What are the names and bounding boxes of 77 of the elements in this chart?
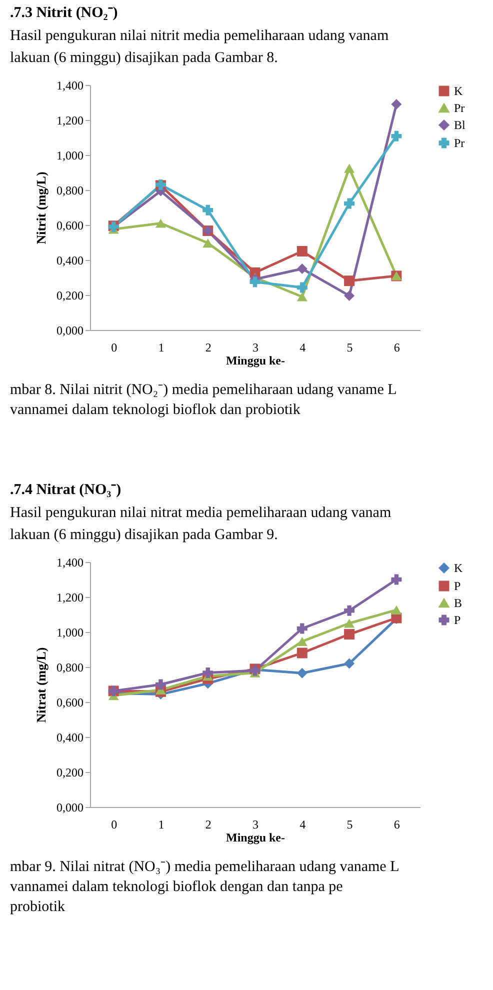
- point: [202, 668, 214, 678]
- legend-label: K: [454, 84, 463, 98]
- x-axis-title: Minggu ke-: [226, 354, 286, 368]
- point: [344, 658, 355, 669]
- point: [296, 648, 308, 658]
- text: probiotik: [10, 899, 66, 915]
- y-tick-label: 1,000: [56, 148, 84, 162]
- y-tick-label: 1,400: [56, 78, 84, 92]
- point: [391, 130, 402, 142]
- point: [344, 198, 355, 209]
- y-tick-label: 0,800: [56, 184, 84, 198]
- point: [296, 264, 308, 274]
- y-tick-label: 0,600: [56, 218, 84, 232]
- point: [202, 238, 214, 248]
- x-tick-label: 5: [346, 340, 353, 354]
- x-tick-label: 4: [300, 340, 306, 354]
- point: [250, 276, 260, 288]
- x-tick-label: 3: [252, 340, 258, 354]
- y-tick-label: 0,000: [56, 800, 84, 814]
- chart-subtitle: Hasil pengukuran nilai nitrit media pemeliharaan udang vanam lakuan (6 minggu) disajikan pada Gambar 8.: [10, 28, 389, 66]
- x-tick-label: 1: [158, 818, 164, 832]
- y-axis-title: Nitrat (mg/L): [34, 647, 48, 723]
- text: vannamei dalam teknologi bioflok dengan dan tanpa pe: [10, 879, 344, 895]
- x-axis-title: Minggu ke-: [226, 830, 286, 844]
- y-tick-label: 1,200: [56, 590, 84, 604]
- legend-label: Pr: [454, 136, 465, 150]
- x-tick-label: 6: [394, 340, 400, 354]
- y-tick-label: 0,400: [56, 730, 84, 744]
- text: vannamei dalam teknologi bioflok dan probiotik: [10, 402, 301, 418]
- chart-title: .7.4 Nitrat (NO₃⁻): [10, 482, 122, 498]
- point: [344, 629, 355, 640]
- y-tick-label: 0,400: [56, 254, 84, 268]
- y-tick-label: 0,800: [56, 660, 84, 674]
- y-tick-label: 1,200: [56, 114, 84, 128]
- chart-subtitle: Hasil pengukuran nilai nitrat media pemeliharaan udang vanam lakuan (6 minggu) disajikan pada Gambar 9.: [10, 505, 392, 543]
- x-tick-label: 4: [300, 818, 306, 832]
- legend-label: B: [454, 596, 462, 610]
- point: [155, 679, 166, 690]
- x-tick-label: 1: [158, 340, 164, 354]
- point: [391, 605, 402, 614]
- legend-label: Bl: [454, 118, 466, 132]
- legend-label: P: [454, 579, 461, 593]
- x-tick-label: 0: [111, 818, 118, 832]
- y-axis-title: Nitrit (mg/L): [34, 172, 48, 244]
- point: [296, 246, 308, 256]
- point: [155, 218, 166, 228]
- point: [344, 276, 355, 286]
- x-tick-label: 5: [346, 818, 353, 832]
- chart-title: .7.3 Nitrit (NO₂⁻): [10, 5, 118, 21]
- x-tick-label: 6: [394, 818, 400, 832]
- point: [344, 605, 355, 616]
- x-tick-label: 2: [205, 818, 212, 832]
- point: [296, 292, 308, 302]
- point: [296, 282, 308, 293]
- text: mbar 8. Nilai nitrit (NO₂⁻) media pemeliharaan udang vaname L: [10, 382, 397, 398]
- point: [391, 574, 402, 585]
- y-tick-label: 1,000: [56, 626, 84, 640]
- point: [344, 164, 355, 173]
- legend-label: K: [454, 561, 463, 575]
- y-tick-label: 1,400: [56, 556, 84, 570]
- legend-label: P: [454, 613, 461, 627]
- x-tick-label: 3: [252, 818, 258, 832]
- point: [296, 636, 308, 646]
- point: [391, 99, 402, 110]
- point: [202, 204, 214, 216]
- point: [344, 618, 355, 628]
- x-tick-label: 2: [205, 340, 212, 354]
- y-tick-label: 0,000: [56, 324, 84, 338]
- point: [344, 290, 355, 301]
- point: [296, 623, 308, 634]
- y-tick-label: 0,200: [56, 288, 84, 302]
- y-tick-label: 0,200: [56, 766, 84, 780]
- point: [296, 668, 308, 678]
- legend-label: Pr: [454, 101, 465, 115]
- text: mbar 9. Nilai nitrat (NO₃⁻) media pemeliharaan udang vaname L: [10, 859, 400, 875]
- y-tick-label: 0,600: [56, 696, 84, 710]
- x-tick-label: 0: [111, 340, 118, 354]
